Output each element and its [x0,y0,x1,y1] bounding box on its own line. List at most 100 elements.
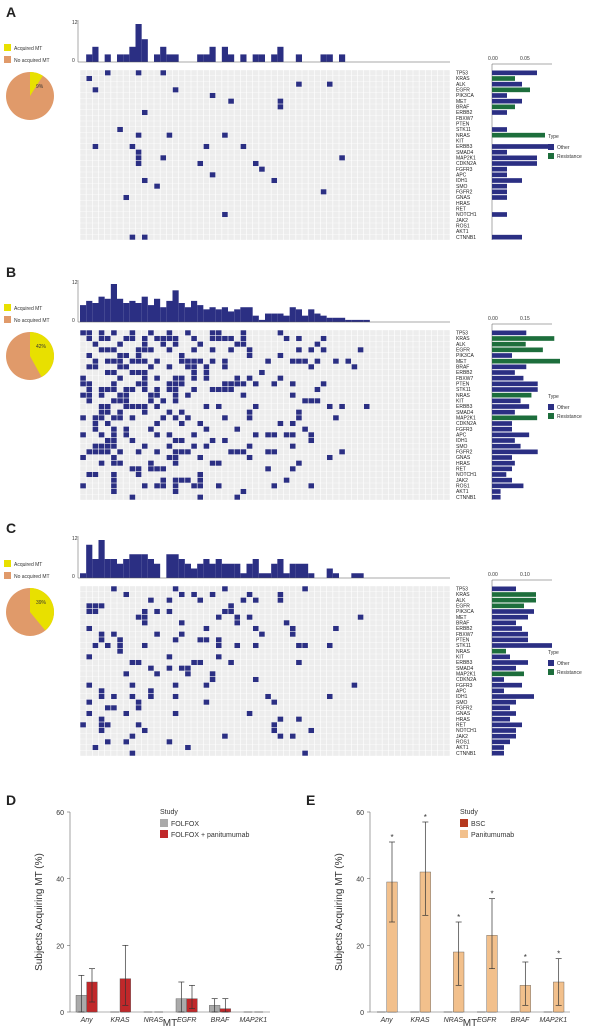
x-axis-label: MT [163,1018,177,1029]
mutation-cell [160,483,167,489]
top-bar [184,307,191,322]
top-bar [265,573,272,578]
gene-bar [492,671,524,677]
gene-label: APC [456,689,467,695]
type-legend-title: Type [548,134,559,140]
mutation-cell [222,381,228,387]
top-axis-min: 0 [72,574,75,580]
mutation-cell [197,160,204,167]
mutation-cell [191,369,197,376]
mutation-cell [129,330,136,336]
mutation-cell [222,211,228,218]
type-legend-swatch [548,660,554,666]
mutation-cell [228,386,234,393]
gene-label: APC [456,173,467,179]
mutation-cell [203,426,210,432]
top-bar [228,563,235,578]
gene-bar [492,677,504,682]
mutation-cell [80,432,86,438]
mutation-cell [228,98,234,104]
top-bar [252,315,259,322]
gene-bar [492,472,507,477]
mutation-cell [296,335,302,342]
mutation-cell [172,386,179,393]
top-bar [92,303,99,322]
mutation-cell [222,733,228,739]
gene-label: KIT [456,399,464,405]
top-bar [123,559,130,578]
mutation-cell [172,460,179,466]
legend-label: No acquired MT [14,58,50,64]
mutation-cell [104,722,111,728]
mutation-cell [215,335,222,342]
gene-bar [492,643,552,648]
mutation-cell [222,386,228,393]
mutation-cell [185,415,191,421]
gene-bar [492,195,507,200]
mutation-cell [351,364,358,370]
legend-title: Study [160,809,178,816]
mutation-cell [191,591,197,598]
legend-label: Acquired MT [14,306,42,312]
mutation-cell [191,432,197,438]
mutation-cell [117,364,123,370]
mutation-cell [265,432,271,438]
mutation-cell [129,466,136,472]
mutation-cell [302,750,308,756]
gene-label: STK11 [456,643,471,649]
top-bar [117,563,124,578]
gene-label: MAP2K1 [456,156,476,162]
mutation-cell [111,488,117,495]
mutation-cell [141,375,148,381]
mutation-cell [86,330,93,336]
mutation-cell [178,437,185,444]
mutation-cell [333,625,339,632]
mutation-cell [86,364,93,370]
mutation-cell [141,234,148,240]
gene-label: ERBB3 [456,404,473,410]
mutation-cell [283,477,290,483]
gene-label: FGFR2 [456,706,473,712]
gene-bar [492,98,522,104]
mutation-cell [98,688,105,694]
mutation-cell [296,409,302,415]
gene-label: MET [456,99,467,105]
gene-label: HRAS [456,717,471,723]
mutation-cell [135,358,142,364]
gene-label: FGFR2 [456,450,473,456]
mutation-cell [117,415,123,421]
mutation-cell [209,172,216,178]
gene-label: ROS1 [456,224,470,230]
mutation-cell [320,189,327,195]
top-bar [197,54,204,62]
top-bar [221,46,228,62]
top-bar [160,46,167,62]
top-bar [357,319,364,322]
top-bar [351,573,358,578]
top-bar [178,559,185,578]
gene-bar [492,620,516,626]
gene-bar [492,426,512,432]
gene-bar [492,460,515,466]
type-legend-swatch [548,144,554,150]
mutation-cell [240,597,247,603]
top-bar [141,296,148,322]
gene-label: AKT1 [456,489,469,495]
legend-swatch [460,830,468,838]
mutation-cell [234,381,241,387]
legend-label: FOLFOX + panitumumab [171,832,250,839]
mutation-cell [228,603,234,609]
mutation-cell [191,335,197,342]
mutation-cell [302,586,308,592]
mutation-cell [172,87,179,93]
top-bar [86,54,93,62]
mutation-cell [80,375,86,381]
top-bar [117,298,124,322]
mutation-cell [98,727,105,734]
gene-bar [492,745,504,750]
top-bar [123,303,130,322]
mutation-cell [111,483,117,489]
y-tick-label: 40 [356,877,364,884]
mutation-cell [191,483,197,489]
mutation-cell [185,392,191,398]
